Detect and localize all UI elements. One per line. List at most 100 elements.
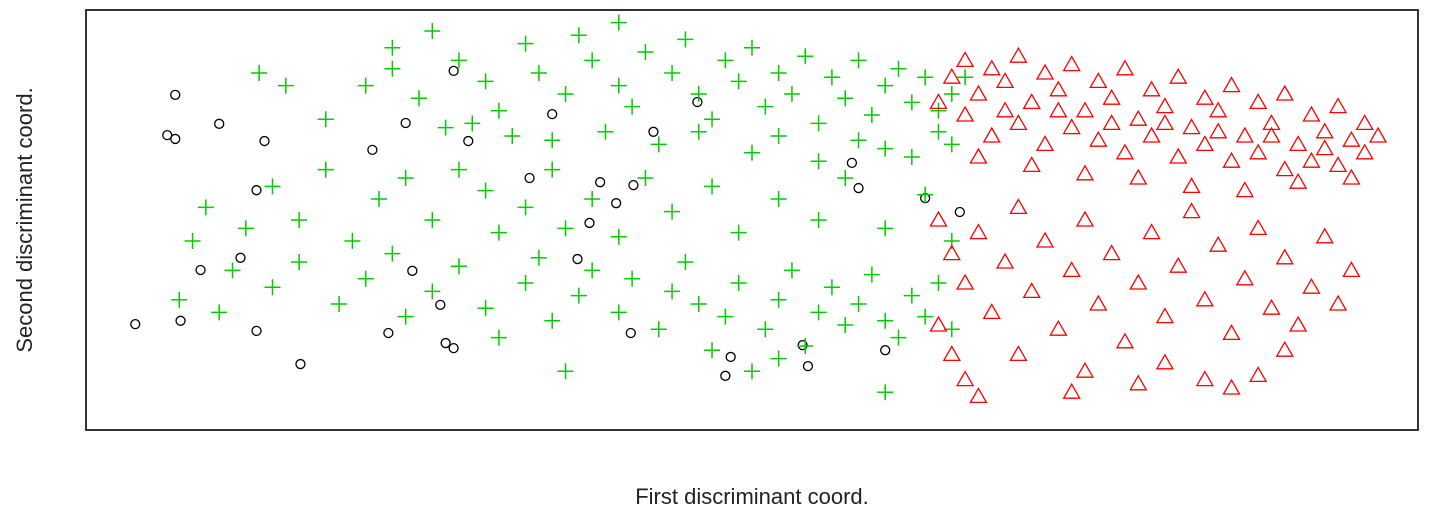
point-triangle [969, 147, 988, 164]
point-triangle [1115, 143, 1135, 160]
point-circle [880, 345, 891, 356]
point-triangle [1049, 319, 1068, 336]
point-plus [957, 69, 974, 86]
point-triangle [1342, 261, 1361, 278]
point-plus [810, 153, 827, 170]
point-plus [704, 111, 721, 128]
point-plus [584, 52, 601, 69]
point-circle [448, 65, 459, 77]
point-plus [717, 308, 734, 325]
point-triangle [1315, 122, 1334, 139]
point-plus [877, 312, 894, 329]
point-triangle [982, 126, 1001, 143]
point-plus [650, 321, 667, 338]
point-triangle [1182, 118, 1201, 135]
point-triangle [1102, 114, 1121, 131]
point-triangle [1235, 181, 1254, 198]
point-triangle [1115, 332, 1135, 349]
point-triangle [982, 303, 1001, 320]
point-plus [597, 123, 614, 140]
point-triangle [1035, 63, 1055, 80]
point-plus [810, 212, 827, 228]
x-axis-label: First discriminant coord. [635, 484, 869, 509]
point-plus [770, 128, 787, 144]
point-triangle [1315, 227, 1334, 244]
point-triangle [1222, 76, 1241, 93]
point-plus [783, 86, 800, 102]
point-plus [450, 161, 467, 178]
point-plus [677, 31, 694, 48]
point-plus [690, 123, 707, 140]
point-plus [863, 266, 880, 283]
point-triangle [1328, 156, 1348, 173]
point-triangle [1275, 340, 1294, 357]
point-plus [570, 27, 587, 44]
point-plus [797, 338, 814, 354]
point-plus [264, 279, 281, 296]
point-plus [757, 98, 774, 115]
point-triangle [1022, 93, 1041, 110]
point-circle [648, 126, 659, 137]
point-plus [664, 65, 681, 81]
point-triangle [1288, 172, 1308, 189]
point-triangle [1355, 143, 1374, 160]
point-plus [903, 287, 920, 304]
point-circle [954, 206, 965, 218]
point-plus [770, 191, 787, 207]
point-triangle [1195, 290, 1215, 307]
point-plus [610, 228, 627, 245]
point-plus [863, 107, 880, 123]
point-triangle [1075, 164, 1095, 181]
point-circle [175, 315, 186, 326]
point-triangle [1009, 345, 1028, 362]
point-circle [440, 337, 451, 349]
point-plus [837, 317, 854, 333]
point-triangle [1089, 130, 1108, 147]
point-triangle [1115, 59, 1135, 76]
point-circle [572, 253, 583, 265]
point-circle [625, 327, 636, 339]
point-triangle [1222, 151, 1241, 168]
point-plus [490, 102, 507, 119]
point-plus [557, 86, 574, 102]
point-plus [344, 233, 361, 249]
point-triangle [1075, 101, 1095, 118]
point-plus [637, 170, 654, 186]
point-plus [744, 39, 760, 56]
point-plus [557, 363, 574, 380]
point-plus [437, 119, 454, 136]
point-triangle [995, 101, 1015, 118]
point-triangle [1328, 294, 1348, 311]
point-triangle [1089, 294, 1108, 311]
point-triangle [1035, 231, 1055, 248]
point-triangle [955, 370, 975, 387]
point-plus [610, 14, 627, 31]
point-triangle [1062, 382, 1081, 399]
point-plus [930, 275, 947, 291]
point-triangle [1009, 198, 1028, 215]
point-plus [690, 86, 707, 102]
point-plus [917, 69, 934, 86]
point-triangle [1009, 46, 1028, 63]
point-triangle [942, 67, 961, 84]
point-plus [490, 224, 507, 241]
point-plus [664, 283, 681, 300]
point-circle [584, 217, 595, 229]
point-plus [424, 283, 441, 300]
point-plus [770, 65, 787, 81]
point-plus [810, 304, 827, 321]
point-plus [371, 191, 388, 207]
point-triangle [1262, 298, 1281, 315]
point-triangle [1235, 269, 1254, 286]
point-triangle [1288, 315, 1308, 332]
point-triangle [1315, 139, 1334, 156]
point-plus [664, 203, 681, 220]
point-triangle [929, 93, 948, 110]
point-triangle [1075, 210, 1095, 227]
point-plus [544, 161, 561, 178]
point-plus [584, 262, 601, 279]
point-triangle [1222, 378, 1241, 395]
point-triangle [1062, 118, 1081, 135]
point-triangle [1209, 122, 1228, 139]
